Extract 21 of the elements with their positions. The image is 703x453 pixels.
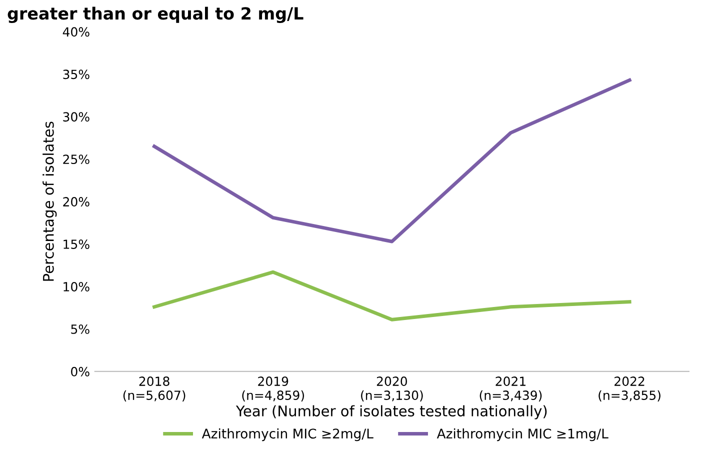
y-axis-title: Percentage of isolates bbox=[42, 122, 57, 281]
y-tick-label: 25% bbox=[63, 154, 90, 164]
line-series bbox=[152, 270, 632, 322]
y-tick-label: 0% bbox=[71, 366, 90, 376]
x-tick-label: 2019 (n=4,859) bbox=[242, 376, 304, 402]
y-tick-label: 40% bbox=[62, 27, 90, 37]
line-series bbox=[152, 78, 632, 244]
x-tick-label: 2021 (n=3,439) bbox=[480, 376, 542, 402]
y-tick-label: 10% bbox=[64, 282, 90, 292]
chart-title: greater than or equal to 2 mg/L bbox=[8, 6, 304, 24]
legend-label: Azithromycin MIC ≥2mg/L bbox=[202, 428, 374, 442]
legend-label: Azithromycin MIC ≥1mg/L bbox=[436, 428, 608, 442]
y-tick-label: 15% bbox=[64, 240, 90, 249]
y-tick-label: 20% bbox=[63, 197, 90, 207]
y-tick-label: 5% bbox=[71, 324, 90, 334]
x-tick-label: 2018 (n=5,607) bbox=[123, 376, 186, 402]
y-tick-label: 35% bbox=[63, 70, 90, 80]
x-tick-label: 2022 (n=3,855) bbox=[598, 376, 660, 402]
x-tick-label: 2020 (n=3,130) bbox=[361, 376, 423, 402]
y-tick-label: 30% bbox=[63, 112, 90, 122]
x-axis-title: Year (Number of isolates tested nationally) bbox=[236, 405, 547, 420]
